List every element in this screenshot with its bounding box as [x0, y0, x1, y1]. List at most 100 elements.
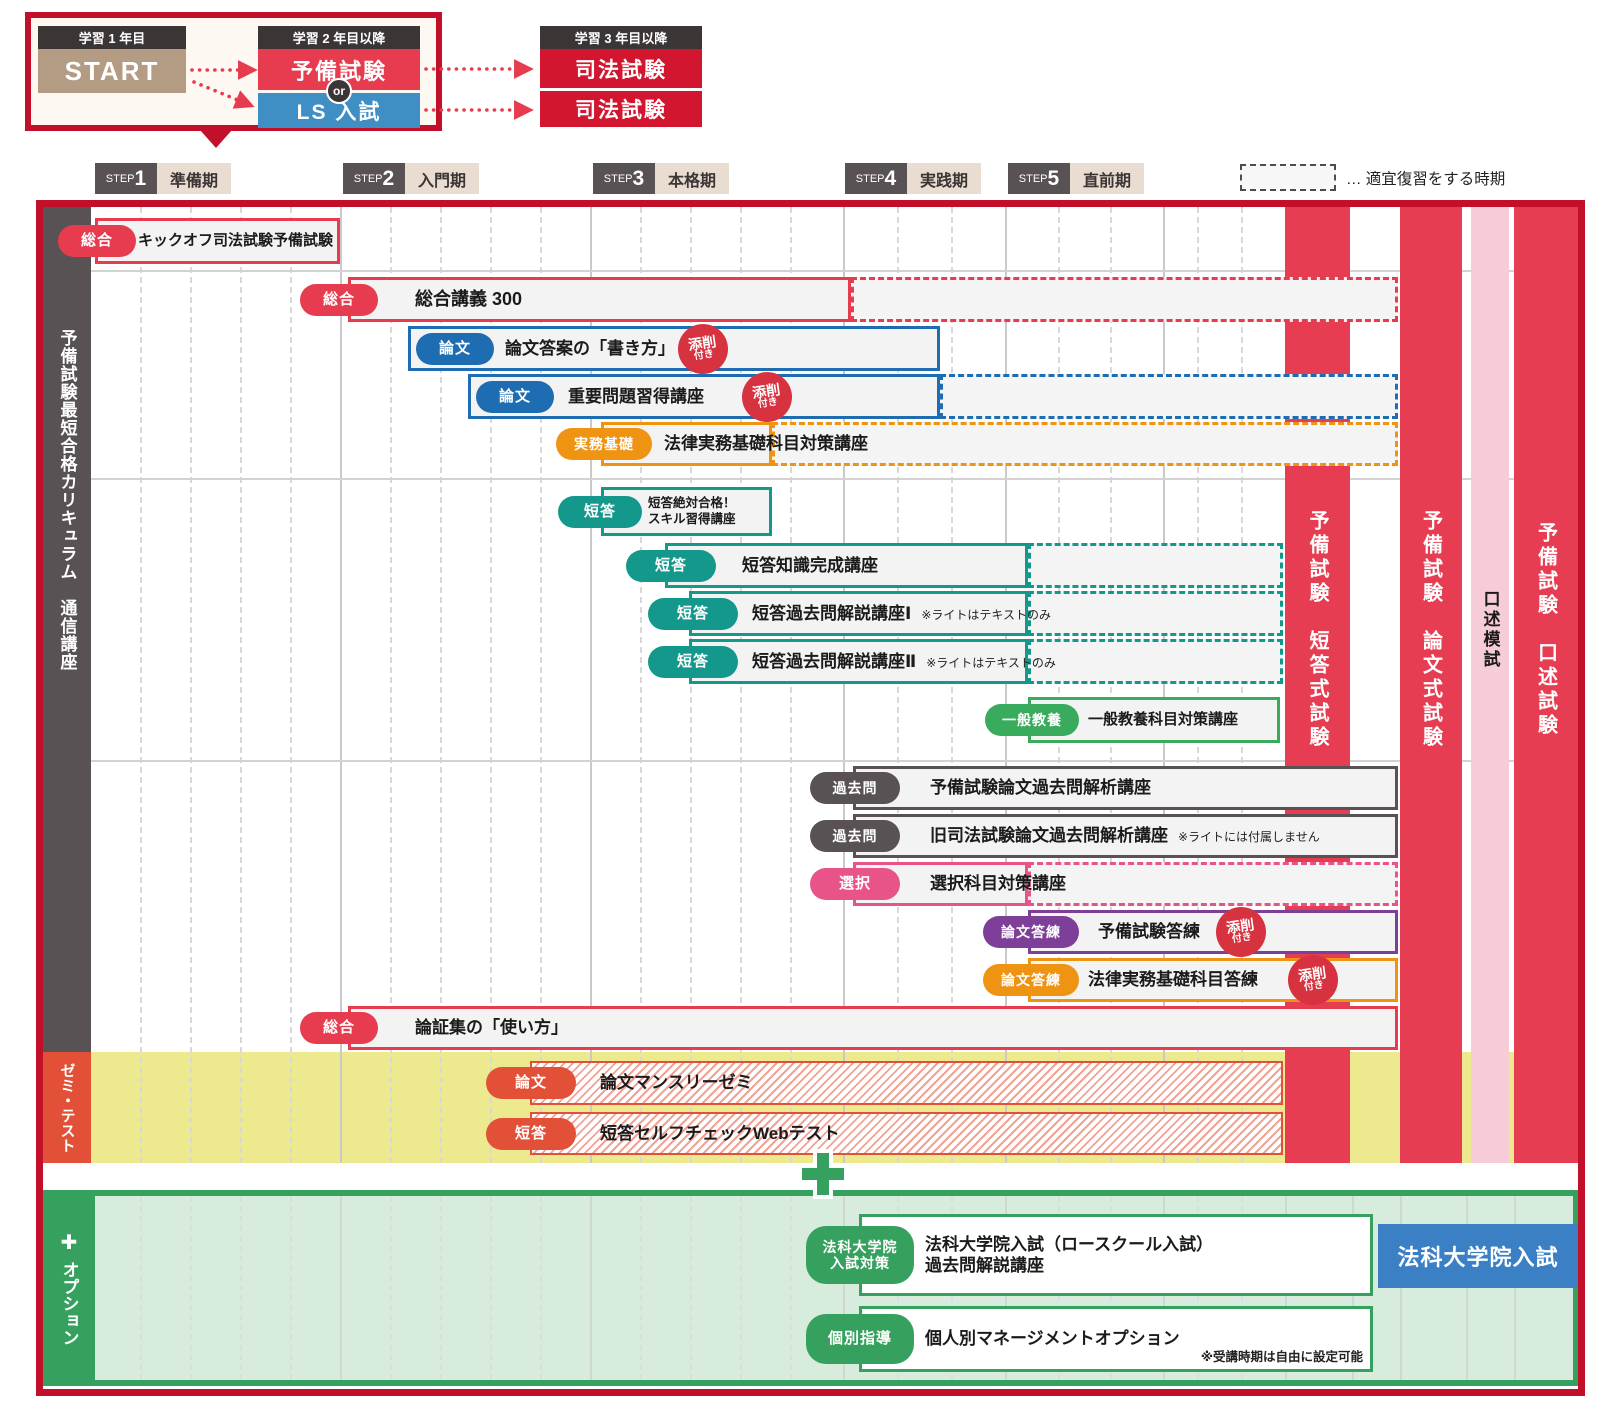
gridline-v-dashed [951, 207, 953, 1163]
gridline-v-option [1514, 1196, 1516, 1380]
category-pill: 総合 [300, 1012, 378, 1044]
category-pill: 総合 [300, 283, 378, 316]
gridline-v [843, 207, 845, 1163]
course-label: 個人別マネージメントオプション [925, 1329, 1180, 1349]
gridline-v-option-dashed [490, 1196, 492, 1380]
category-pill: 選択 [810, 868, 900, 900]
course-label: 論証集の「使い方」 [415, 1018, 568, 1038]
gridline-v-dashed [1241, 207, 1243, 1163]
course-bar [853, 814, 1398, 858]
shihou-shiken-box-bottom: 司法試験 [540, 91, 702, 127]
course-bar [689, 639, 1028, 684]
gridline-h [91, 270, 1578, 272]
step-label-1: 準備期 [157, 163, 231, 194]
category-pill: 個別指導 [806, 1314, 914, 1364]
course-label: 旧司法試験論文過去問解析講座 ※ライトには付属しません [930, 826, 1320, 846]
gridline-v-option-dashed [240, 1196, 242, 1380]
gridline-v-dashed [440, 207, 442, 1163]
course-bar [859, 1214, 1373, 1296]
course-label: キックオフ司法試験予備試験 [138, 231, 334, 249]
course-bar-review-extension [851, 277, 1398, 322]
gridline-v [1005, 207, 1007, 1163]
course-label: 法律実務基礎科目答練 [1088, 970, 1258, 990]
start-box: START [38, 49, 186, 93]
gridline-v-option-dashed [190, 1196, 192, 1380]
step-tag-4: STEP 4 [845, 163, 907, 194]
category-pill: 法科大学院 入試対策 [806, 1226, 914, 1284]
category-pill: 総合 [58, 225, 136, 257]
gridline-v-dashed [390, 207, 392, 1163]
step-label-5: 直前期 [1070, 163, 1144, 194]
gridline-v-dashed [490, 207, 492, 1163]
category-pill: 過去問 [810, 820, 900, 852]
gridline-v [590, 207, 592, 1163]
exam-column-ronbun: 予備試験 論文式試験 [1400, 207, 1462, 1163]
category-pill: 短答 [648, 597, 738, 630]
course-bar [530, 1061, 1283, 1105]
gridline-v-dashed [690, 207, 692, 1163]
gridline-v-option-dashed [690, 1196, 692, 1380]
course-label: 短答絶対合格！ スキル習得講座 [648, 495, 736, 526]
course-label: 予備試験答練 [1098, 922, 1200, 942]
plus-icon [798, 1149, 848, 1199]
category-pill: 過去問 [810, 772, 900, 804]
course-label: 論文答案の「書き方」 [505, 338, 675, 358]
course-bar [853, 766, 1398, 810]
gridline-v-option [590, 1196, 592, 1380]
course-bar-review-extension [1028, 639, 1283, 684]
gridline-v-option-dashed [390, 1196, 392, 1380]
legend-review-box [1240, 164, 1336, 191]
gridline-v-dashed [1110, 207, 1112, 1163]
gridline-v-option [1400, 1196, 1402, 1380]
gridline-h [91, 478, 1578, 480]
course-bar [348, 1006, 1398, 1050]
gridline-v-dashed [540, 207, 542, 1163]
plus-small-icon: ✚ [60, 1232, 78, 1254]
legend-note: … 適宜復習をする時期 [1346, 170, 1506, 188]
gridline-v-dashed [740, 207, 742, 1163]
gridline-v-option-dashed [140, 1196, 142, 1380]
exam-column-kojutsu: 予備試験 口述試験 [1514, 207, 1578, 1163]
category-pill: 論文答練 [983, 916, 1079, 948]
shihou-shiken-box-top: 司法試験 [540, 49, 702, 88]
sidebar-main-title: 予備試験最短合格カリキュラム 通信講座 [43, 207, 91, 1052]
course-label: 法科大学院入試（ロースクール入試） 過去問解説講座 [925, 1234, 1214, 1275]
step-label-2: 入門期 [405, 163, 479, 194]
course-label: 一般教養科目対策講座 [1088, 710, 1239, 728]
sidebar-zemi-title: ゼミ・テスト [43, 1052, 91, 1163]
course-bar [530, 1112, 1283, 1155]
course-label: 選択科目対策講座 [930, 874, 1066, 894]
course-label: 短答セルフチェックWebテスト [600, 1123, 840, 1143]
gridline-v-dashed [1058, 207, 1060, 1163]
gridline-v-dashed [240, 207, 242, 1163]
pointer-triangle-icon [200, 130, 232, 148]
course-bar-review-extension [940, 374, 1398, 419]
year2-header: 学習 2 年目以降 [258, 26, 420, 49]
course-bar-review-extension [1028, 591, 1283, 636]
category-pill: 実務基礎 [556, 428, 652, 460]
year3-header: 学習 3 年目以降 [540, 26, 702, 49]
course-label: 法律実務基礎科目対策講座 [664, 434, 868, 454]
gridline-h [91, 760, 1578, 762]
gridline-v-option-dashed [640, 1196, 642, 1380]
year1-header: 学習 1 年目 [38, 26, 186, 49]
category-pill: 論文 [476, 380, 554, 413]
course-bar-review-extension [1028, 862, 1398, 906]
exam-column-kojutsu-moshi: 口述模試 [1471, 207, 1509, 1163]
category-pill: 短答 [558, 495, 642, 528]
course-bar [468, 374, 940, 419]
course-bar [665, 543, 1028, 588]
gridline-v-dashed [897, 207, 899, 1163]
course-bar [689, 591, 1028, 636]
step-tag-1: STEP 1 [95, 163, 157, 194]
ls-entrance-box: 法科大学院入試 [1378, 1224, 1578, 1288]
gridline-v-option [1466, 1196, 1468, 1380]
gridline-v-dashed [1197, 207, 1199, 1163]
step-label-4: 実践期 [907, 163, 981, 194]
category-pill: 論文答練 [983, 964, 1079, 996]
sidebar-option-title: ✚ オプション [59, 1232, 79, 1346]
course-bar [1028, 910, 1398, 954]
category-pill: 一般教養 [985, 704, 1079, 736]
course-note: ※受講時期は自由に設定可能 [1200, 1350, 1363, 1364]
